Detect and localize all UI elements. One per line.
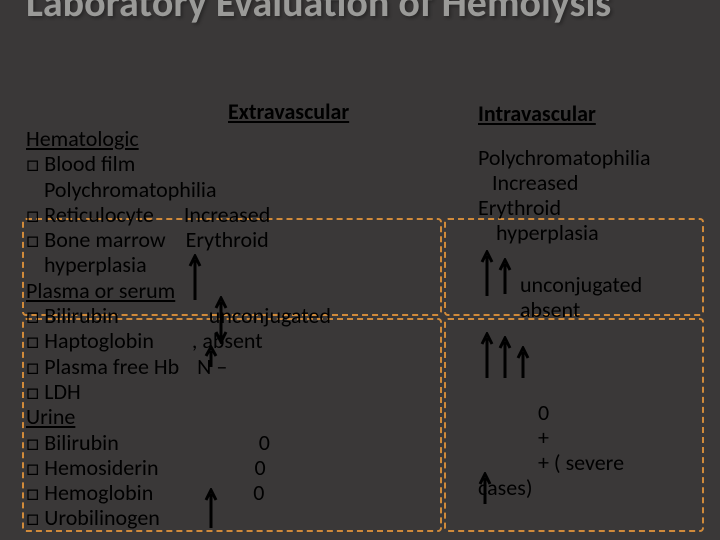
value-reticulocyte: Increased xyxy=(184,202,270,227)
section-plasma: Plasma or serum xyxy=(26,278,396,303)
r-cases: cases) xyxy=(478,476,708,501)
item-hyperplasia: hyperplasia xyxy=(26,252,396,277)
label-bone-marrow: Bone marrow xyxy=(44,226,165,253)
arrow-up-icon xyxy=(188,254,202,300)
value-urine-bilirubin: 0 xyxy=(259,430,270,455)
r-absent: absent xyxy=(478,298,708,323)
item-bone-marrow: Bone marrow Erythroid xyxy=(26,227,396,252)
r-erythroid: Erythroid xyxy=(478,196,708,221)
label-urine-bilirubin: Bilirubin xyxy=(44,429,119,456)
item-urine-bilirubin: Bilirubin 0 xyxy=(26,430,396,455)
label-ldh: LDH xyxy=(44,378,81,405)
item-bilirubin: Bilirubinunconjugated xyxy=(26,303,396,328)
r-hyperplasia: hyperplasia xyxy=(478,221,708,246)
label-blood-film: Blood film xyxy=(44,150,135,177)
label-hemosiderin: Hemosiderin xyxy=(44,454,158,481)
value-hemosiderin: 0 xyxy=(255,455,266,480)
label-hemoglobin: Hemoglobin xyxy=(44,479,153,506)
item-blood-film: Blood film xyxy=(26,151,396,176)
header-intravascular: Intravascular xyxy=(478,100,596,127)
label-haptoglobin: Haptoglobin xyxy=(44,327,154,354)
r-zero: 0 xyxy=(478,401,708,426)
left-column: Hematologic Blood film Polychromatophili… xyxy=(26,126,396,531)
r-unconjugated: unconjugated xyxy=(478,273,708,298)
arrow-up-icon xyxy=(204,345,218,367)
r-plus: + xyxy=(478,426,708,451)
label-reticulocyte: Reticulocyte xyxy=(44,201,154,228)
label-plasma-free-hb: Plasma free Hb xyxy=(44,353,179,380)
arrow-down-icon xyxy=(214,314,228,344)
slide-title: Laboratory Evaluation of Hemolysis xyxy=(26,0,611,24)
item-hemosiderin: Hemosiderin 0 xyxy=(26,455,396,480)
item-reticulocyte: Reticulocyte Increased xyxy=(26,202,396,227)
arrow-up-icon xyxy=(498,336,512,378)
section-hematologic: Hematologic xyxy=(26,126,396,151)
arrow-up-icon xyxy=(480,250,494,296)
arrow-up-icon xyxy=(498,258,512,294)
arrow-up-icon xyxy=(480,332,494,378)
value-bone-marrow: Erythroid xyxy=(186,227,269,252)
arrow-up-icon xyxy=(204,488,218,528)
right-column: Polychromatophilia Increased Erythroid h… xyxy=(478,146,708,501)
r-plus-severe: + ( severe xyxy=(478,451,708,476)
section-urine: Urine xyxy=(26,404,396,429)
value-hemoglobin: 0 xyxy=(253,480,264,505)
r-polychromatophilia: Polychromatophilia xyxy=(478,146,708,171)
r-increased: Increased xyxy=(478,171,708,196)
label-bilirubin: Bilirubin xyxy=(44,302,119,329)
label-urobilinogen: Urobilinogen xyxy=(44,504,160,531)
header-extravascular: Extravascular xyxy=(228,98,349,125)
arrow-up-icon xyxy=(478,472,492,504)
item-ldh: LDH xyxy=(26,379,396,404)
arrow-up-icon xyxy=(516,346,530,378)
item-polychromatophilia: Polychromatophilia xyxy=(26,177,396,202)
